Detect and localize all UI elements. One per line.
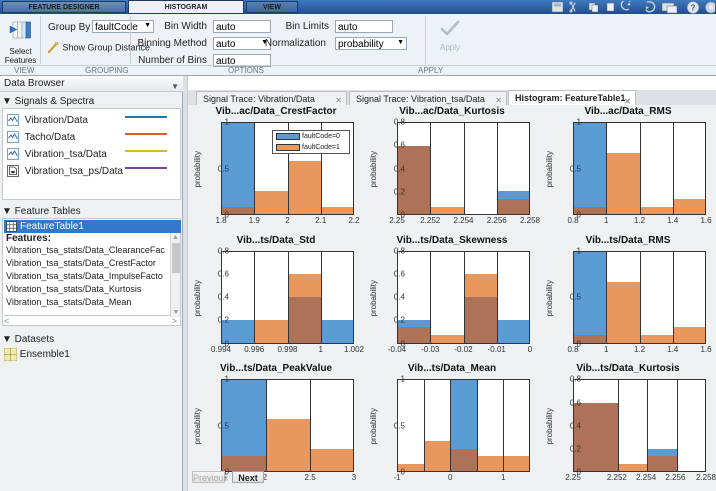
svg-text:?: ? (691, 4, 696, 13)
